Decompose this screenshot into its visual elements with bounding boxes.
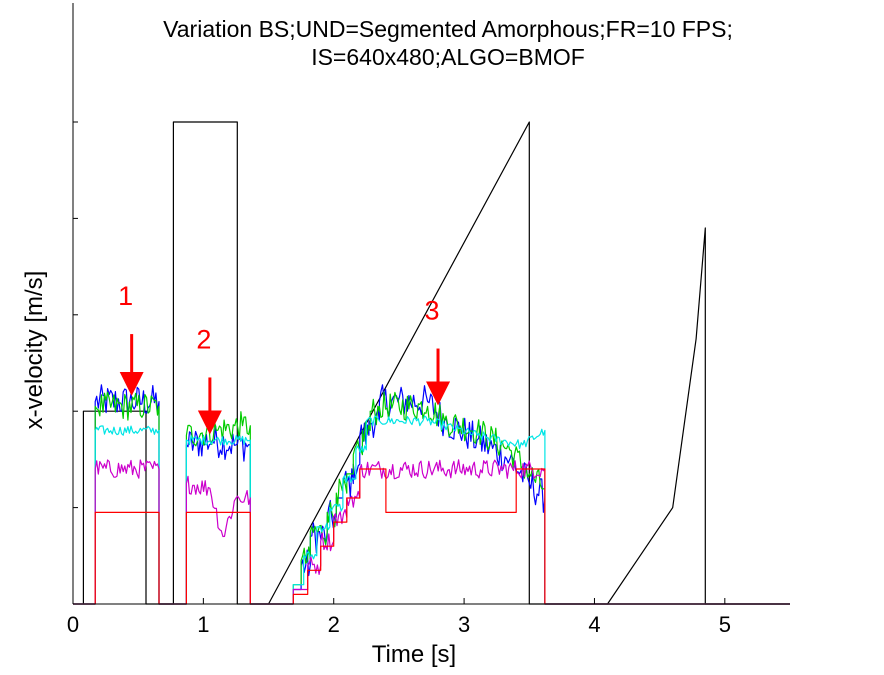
annotation-label-2: 2 [196,325,211,355]
series-layer [73,121,790,605]
x-axis-label: Time [s] [372,641,456,668]
x-tick-label-0: 0 [67,612,79,637]
chart-title: Variation BS;UND=Segmented Amorphous;FR=… [163,16,733,42]
series-line-1 [73,384,790,605]
x-tick-label-4: 4 [588,612,600,637]
annotation-layer: 1 2 3 [118,281,451,435]
series-line-2 [73,391,790,605]
axes-layer: 0 1 2 3 4 5 [67,3,790,637]
annotation-label-1: 1 [118,281,133,311]
x-tick-label-3: 3 [458,612,470,637]
x-tick-label-5: 5 [719,612,731,637]
x-tick-label-2: 2 [328,612,340,637]
annotation-label-3: 3 [425,296,440,326]
series-line-5 [73,468,790,605]
series-line-4 [73,459,790,605]
series-line-3 [73,415,790,605]
x-tick-label-1: 1 [197,612,209,637]
y-axis-label: x-velocity [m/s] [21,271,48,430]
chart-subtitle: IS=640x480;ALGO=BMOF [311,44,585,70]
